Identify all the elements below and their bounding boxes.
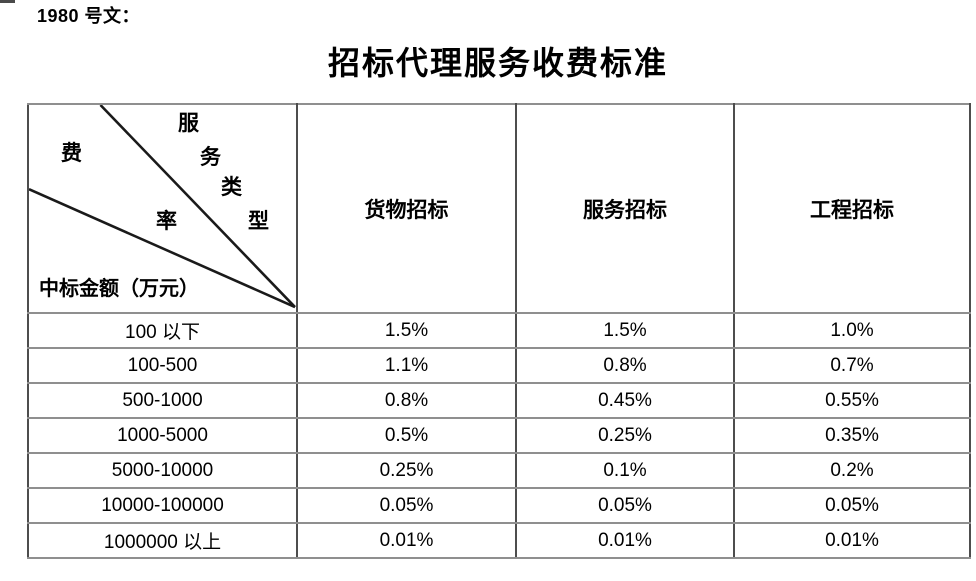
- rate-value-cell: 0.8%: [515, 347, 735, 384]
- rate-value-cell: 0.2%: [733, 452, 971, 489]
- rate-value-cell: 0.55%: [733, 382, 971, 419]
- table-row: 5000-10000 0.25% 0.1% 0.2%: [27, 452, 971, 489]
- amount-range-cell: 100 以下: [27, 312, 298, 349]
- rate-value-cell: 0.25%: [515, 417, 735, 454]
- table-row: 1000000 以上 0.01% 0.01% 0.01%: [27, 522, 971, 559]
- col-header-engineering: 工程招标: [733, 103, 971, 314]
- rate-value-cell: 0.8%: [296, 382, 517, 419]
- rate-value-cell: 0.1%: [515, 452, 735, 489]
- doc-number: 1980 号文：: [37, 6, 141, 26]
- corner-amount-label: 中标金额（万元）: [39, 278, 199, 300]
- header-row: 费 率 服 务 类 型 中标金额（万元） 货物招标 服务招标 工程招标: [27, 103, 971, 314]
- amount-range-cell: 500-1000: [27, 382, 298, 419]
- rate-value-cell: 0.01%: [296, 522, 517, 559]
- scan-artifact: [0, 0, 15, 3]
- rate-value-cell: 0.01%: [515, 522, 735, 559]
- rate-value-cell: 0.01%: [733, 522, 971, 559]
- page-title: 招标代理服务收费标准: [327, 45, 668, 81]
- amount-range-cell: 1000000 以上: [27, 522, 298, 559]
- diagonal-lines: [30, 106, 295, 309]
- corner-service-char-2: 务: [200, 145, 221, 169]
- corner-rate-char: 率: [156, 209, 177, 233]
- corner-service-char-1: 服: [178, 111, 199, 135]
- rate-value-cell: 0.05%: [733, 487, 971, 524]
- table-body: 100 以下 1.5% 1.5% 1.0% 100-500 1.1% 0.8% 0.7% 500…: [27, 312, 971, 559]
- rate-value-cell: 1.5%: [515, 312, 735, 349]
- corner-fee-char: 费: [61, 141, 82, 165]
- rate-value-cell: 0.45%: [515, 382, 735, 419]
- amount-range-cell: 1000-5000: [27, 417, 298, 454]
- amount-range-cell: 10000-100000: [27, 487, 298, 524]
- rate-value-cell: 0.5%: [296, 417, 517, 454]
- rate-value-cell: 0.05%: [296, 487, 517, 524]
- rate-value-cell: 0.05%: [515, 487, 735, 524]
- col-header-services: 服务招标: [515, 103, 735, 314]
- corner-service-char-3: 类: [221, 175, 242, 199]
- rate-value-cell: 0.7%: [733, 347, 971, 384]
- amount-range-cell: 100-500: [27, 347, 298, 384]
- table-row: 500-1000 0.8% 0.45% 0.55%: [27, 382, 971, 419]
- corner-service-char-4: 型: [248, 209, 269, 233]
- rate-value-cell: 1.1%: [296, 347, 517, 384]
- col-header-goods: 货物招标: [296, 103, 517, 314]
- rate-value-cell: 1.5%: [296, 312, 517, 349]
- table-row: 1000-5000 0.5% 0.25% 0.35%: [27, 417, 971, 454]
- rate-value-cell: 1.0%: [733, 312, 971, 349]
- amount-range-cell: 5000-10000: [27, 452, 298, 489]
- table-row: 100-500 1.1% 0.8% 0.7%: [27, 347, 971, 384]
- table-row: 100 以下 1.5% 1.5% 1.0%: [27, 312, 971, 349]
- rate-value-cell: 0.35%: [733, 417, 971, 454]
- table-row: 10000-100000 0.05% 0.05% 0.05%: [27, 487, 971, 524]
- fee-table: 费 率 服 务 类 型 中标金额（万元） 货物招标 服务招标 工程招标 100 …: [27, 103, 971, 559]
- rate-value-cell: 0.25%: [296, 452, 517, 489]
- corner-cell: 费 率 服 务 类 型 中标金额（万元）: [27, 103, 298, 314]
